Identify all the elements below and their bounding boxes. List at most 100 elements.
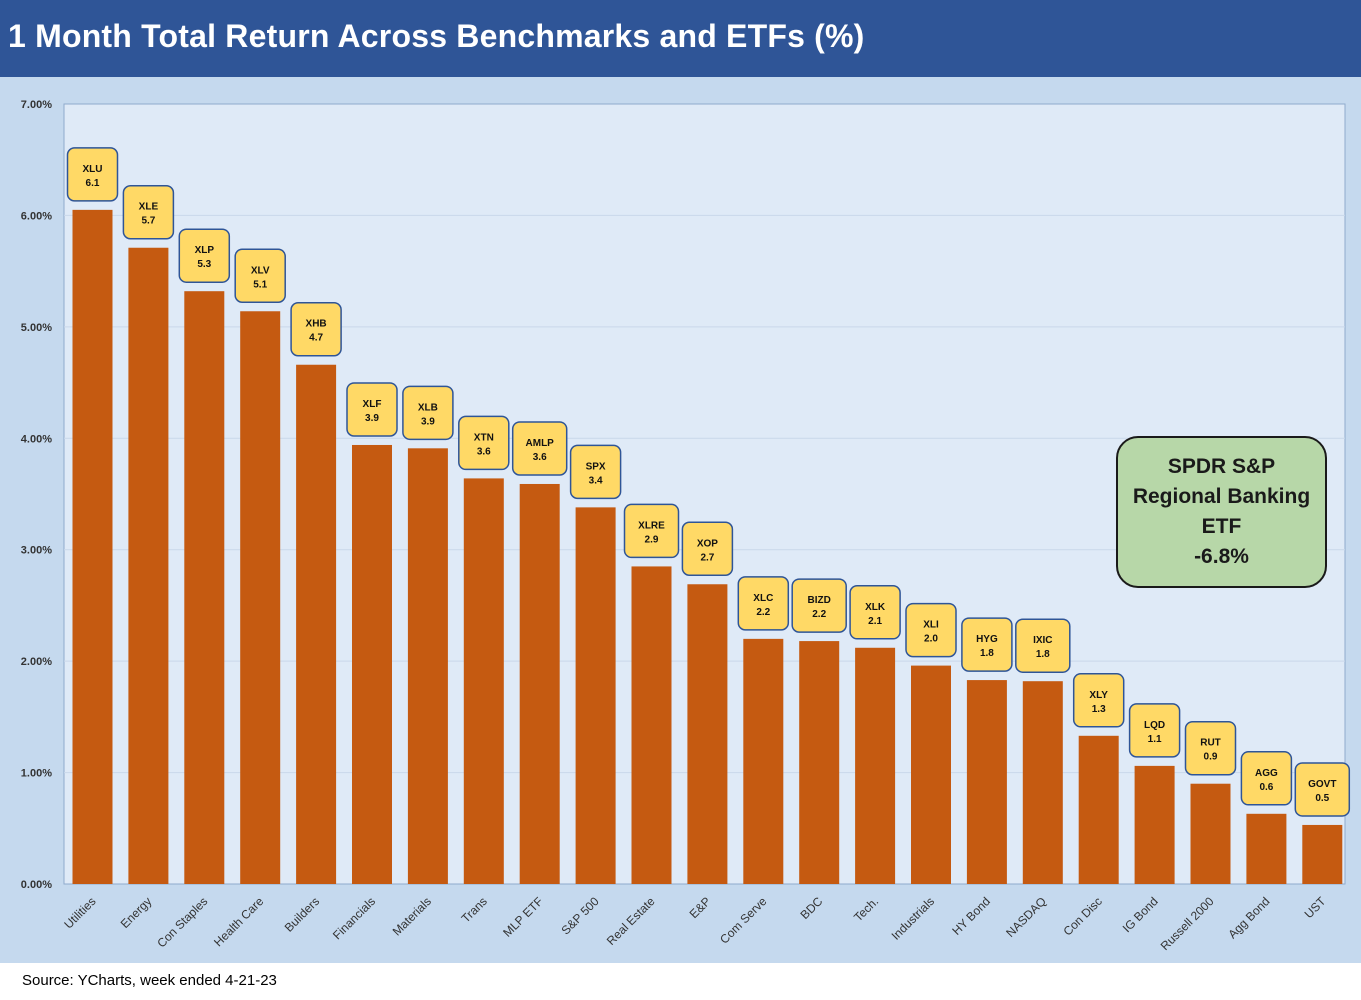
x-axis-categories: Utilities Energy Con Staples Health Care Bui… — [61, 894, 1329, 953]
x-category-label: Materials — [390, 894, 434, 938]
data-label-value: 3.4 — [589, 475, 603, 486]
data-label: XLI 2.0 — [905, 602, 957, 658]
bar — [743, 638, 784, 884]
bar — [240, 311, 281, 884]
data-label-box — [1240, 751, 1293, 806]
data-label-box — [178, 228, 231, 283]
bar — [1246, 813, 1287, 884]
data-label-box — [849, 585, 901, 640]
data-label-value: 2.2 — [812, 609, 826, 620]
data-label-value: 6.1 — [86, 178, 100, 189]
bar — [799, 641, 840, 884]
data-label-box — [458, 415, 510, 471]
data-label: LQD 1.1 — [1128, 703, 1181, 758]
data-label-ticker: RUT — [1200, 738, 1221, 749]
data-label-value: 1.3 — [1092, 704, 1106, 715]
x-category-label: IG Bond — [1120, 894, 1161, 935]
data-label-box — [737, 576, 790, 631]
data-label-ticker: LQD — [1144, 720, 1165, 731]
data-label-ticker: XLE — [139, 202, 159, 213]
data-label-box — [511, 421, 568, 476]
data-label-ticker: XLP — [195, 245, 215, 256]
data-label: IXIC 1.8 — [1015, 618, 1071, 673]
data-label-ticker: AMLP — [526, 438, 555, 449]
x-category-label: Russell 2000 — [1158, 894, 1217, 953]
data-label: XOP 2.7 — [681, 521, 734, 577]
y-tick-label: 2.00% — [21, 656, 52, 668]
data-labels: XLU 6.1 XLE 5.7 XLP 5.3 XLV 5.1 XHB 4.7 XLF 3.9 XLB 3… — [66, 147, 1351, 817]
y-tick-label: 7.00% — [21, 99, 52, 111]
x-category-label: Financials — [330, 894, 378, 942]
data-label: HYG 1.8 — [961, 617, 1013, 672]
data-label-value: 0.9 — [1204, 752, 1218, 763]
callout-value: -6.8% — [1194, 545, 1249, 568]
bar — [911, 665, 951, 884]
data-label: XHB 4.7 — [290, 301, 342, 357]
x-category-label: UST — [1302, 894, 1329, 921]
data-label-box — [1184, 720, 1237, 776]
data-label-box — [66, 147, 119, 202]
data-label-value: 5.7 — [141, 216, 155, 227]
data-label-box — [234, 248, 286, 304]
data-label: GOVT 0.5 — [1294, 762, 1351, 817]
data-label-value: 3.9 — [365, 413, 379, 424]
data-label-box — [346, 382, 398, 437]
bar — [1302, 824, 1343, 884]
bar — [128, 247, 169, 884]
data-label-value: 2.2 — [756, 607, 770, 618]
x-category-label: Com Serve — [717, 894, 770, 947]
x-category-label: Utilities — [61, 894, 98, 931]
data-label-ticker: XLK — [865, 602, 886, 613]
data-label: XLV 5.1 — [234, 248, 286, 304]
data-label-box — [569, 444, 622, 500]
data-label: XTN 3.6 — [458, 415, 510, 471]
bar — [463, 478, 504, 884]
x-category-label: Agg Bond — [1225, 894, 1272, 941]
data-label-ticker: GOVT — [1308, 779, 1336, 790]
data-label-box — [402, 385, 454, 441]
header-bar: 1 Month Total Return Across Benchmarks a… — [0, 0, 1361, 77]
data-label-box — [1072, 673, 1125, 728]
x-category-label: Builders — [282, 894, 323, 935]
data-label-value: 4.7 — [309, 333, 323, 344]
data-label-ticker: XHB — [306, 319, 327, 330]
bar — [855, 647, 896, 884]
data-label-ticker: XTN — [474, 432, 494, 443]
callout-line-1: SPDR S&P — [1167, 455, 1276, 478]
bar — [519, 483, 560, 884]
data-label-ticker: IXIC — [1033, 635, 1052, 646]
bar — [1190, 783, 1231, 884]
data-label-box — [290, 301, 342, 357]
data-label-box — [1294, 762, 1351, 817]
data-label-value: 1.8 — [980, 648, 994, 659]
data-label: XLB 3.9 — [402, 385, 454, 441]
data-label-box — [905, 602, 957, 658]
y-tick-label: 6.00% — [21, 210, 52, 222]
y-tick-label: 3.00% — [21, 545, 52, 557]
data-label-value: 2.1 — [868, 616, 882, 627]
data-label: XLP 5.3 — [178, 228, 231, 283]
bar — [1078, 735, 1119, 884]
data-label-box — [1015, 618, 1071, 673]
data-label-box — [122, 184, 175, 240]
data-label-box — [681, 521, 734, 577]
y-tick-label: 1.00% — [21, 768, 52, 780]
data-label-box — [961, 617, 1013, 672]
data-label-ticker: XLC — [753, 593, 773, 604]
data-label-value: 2.0 — [924, 634, 938, 645]
data-label: XLY 1.3 — [1072, 673, 1125, 728]
x-category-label: MLP ETF — [500, 894, 546, 940]
data-label: XLC 2.2 — [737, 576, 790, 631]
data-label: XLE 5.7 — [122, 184, 175, 240]
data-label-value: 1.8 — [1036, 649, 1050, 660]
data-label-ticker: XLRE — [638, 520, 665, 531]
bar — [184, 291, 225, 884]
data-label-box — [623, 503, 680, 559]
data-label-ticker: SPX — [586, 461, 606, 472]
data-label-ticker: XLY — [1089, 690, 1108, 701]
footer: Source: YCharts, week ended 4-21-23 — [0, 963, 1361, 1000]
data-label: AGG 0.6 — [1240, 751, 1293, 806]
bars — [72, 209, 1343, 884]
x-category-label: HY Bond — [949, 894, 993, 938]
page-title: 1 Month Total Return Across Benchmarks a… — [8, 18, 865, 54]
